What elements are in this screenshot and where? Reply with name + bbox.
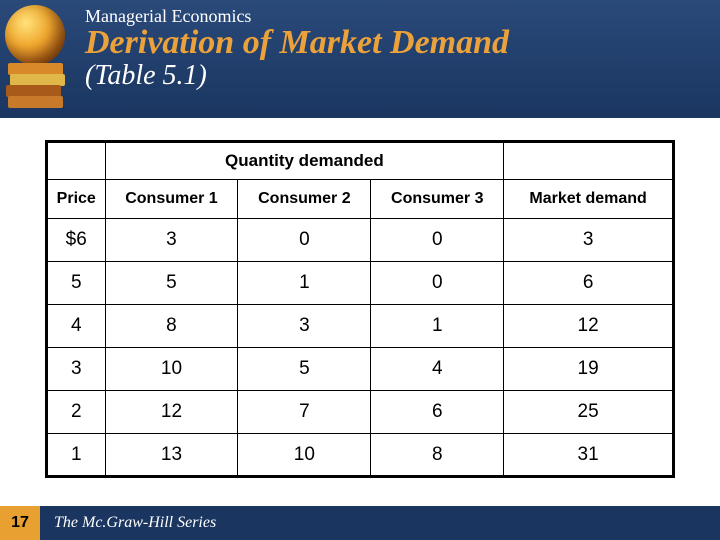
table-super-header-row: Quantity demanded xyxy=(47,142,674,180)
table-row: 2 12 7 6 25 xyxy=(47,391,674,434)
table-row: 1 13 10 8 31 xyxy=(47,434,674,477)
cell: 5 xyxy=(238,348,371,391)
cell: 3 xyxy=(504,219,674,262)
cell: 3 xyxy=(47,348,106,391)
cell: 12 xyxy=(504,305,674,348)
header-text-block: Managerial Economics Derivation of Marke… xyxy=(75,0,720,118)
super-header-blank-right xyxy=(504,142,674,180)
slide-subtitle: (Table 5.1) xyxy=(85,61,710,92)
table-row: 4 8 3 1 12 xyxy=(47,305,674,348)
page-number-badge: 17 xyxy=(0,506,40,540)
book-stack-icon xyxy=(8,63,63,108)
cell: 4 xyxy=(47,305,106,348)
cell: 8 xyxy=(371,434,504,477)
cell: 31 xyxy=(504,434,674,477)
table-header-row: Price Consumer 1 Consumer 2 Consumer 3 M… xyxy=(47,180,674,219)
cell: 12 xyxy=(105,391,238,434)
demand-table: Quantity demanded Price Consumer 1 Consu… xyxy=(45,140,675,478)
cell: 10 xyxy=(238,434,371,477)
col-consumer3: Consumer 3 xyxy=(371,180,504,219)
table-row: 5 5 1 0 6 xyxy=(47,262,674,305)
cell: 5 xyxy=(105,262,238,305)
header-decorative-icon xyxy=(0,0,75,118)
cell: 13 xyxy=(105,434,238,477)
cell: 1 xyxy=(238,262,371,305)
cell: $6 xyxy=(47,219,106,262)
cell: 10 xyxy=(105,348,238,391)
cell: 4 xyxy=(371,348,504,391)
cell: 0 xyxy=(238,219,371,262)
globe-icon xyxy=(5,5,65,65)
cell: 0 xyxy=(371,262,504,305)
cell: 19 xyxy=(504,348,674,391)
cell: 3 xyxy=(105,219,238,262)
table-row: 3 10 5 4 19 xyxy=(47,348,674,391)
cell: 3 xyxy=(238,305,371,348)
slide-title: Derivation of Market Demand xyxy=(85,25,710,61)
col-consumer2: Consumer 2 xyxy=(238,180,371,219)
super-header-qty: Quantity demanded xyxy=(105,142,504,180)
slide-footer: 17 The Mc.Graw-Hill Series xyxy=(0,506,720,540)
super-header-blank-left xyxy=(47,142,106,180)
cell: 7 xyxy=(238,391,371,434)
series-label: The Mc.Graw-Hill Series xyxy=(54,514,216,532)
cell: 25 xyxy=(504,391,674,434)
cell: 5 xyxy=(47,262,106,305)
col-consumer1: Consumer 1 xyxy=(105,180,238,219)
cell: 6 xyxy=(371,391,504,434)
table-row: $6 3 0 0 3 xyxy=(47,219,674,262)
cell: 0 xyxy=(371,219,504,262)
col-market: Market demand xyxy=(504,180,674,219)
cell: 2 xyxy=(47,391,106,434)
col-price: Price xyxy=(47,180,106,219)
content-area: Quantity demanded Price Consumer 1 Consu… xyxy=(0,118,720,478)
slide-header: Managerial Economics Derivation of Marke… xyxy=(0,0,720,118)
cell: 6 xyxy=(504,262,674,305)
cell: 8 xyxy=(105,305,238,348)
cell: 1 xyxy=(371,305,504,348)
cell: 1 xyxy=(47,434,106,477)
